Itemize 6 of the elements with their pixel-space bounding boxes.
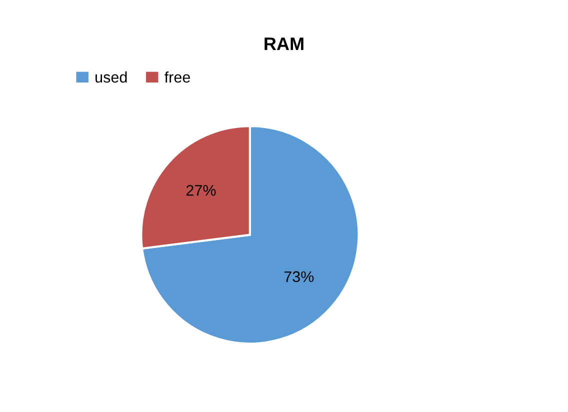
legend-label: free [164, 71, 190, 83]
pie-slice [140, 125, 360, 345]
legend-label: used [96, 71, 127, 83]
data-label: 27% [186, 184, 216, 196]
data-label: 73% [284, 271, 314, 282]
chart-title: RAM [264, 38, 304, 50]
